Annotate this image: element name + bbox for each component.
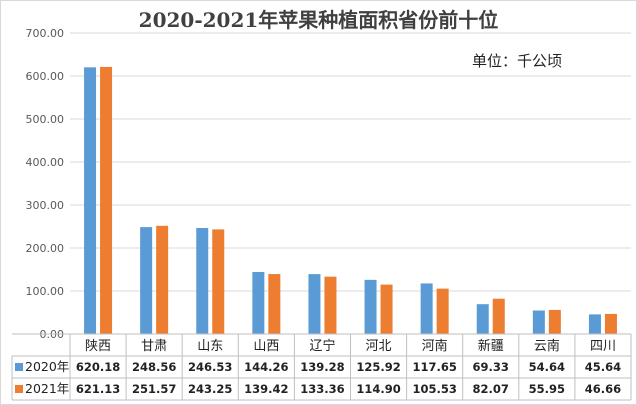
bar: [196, 227, 209, 334]
x-category-label: 陕西: [85, 339, 111, 354]
bar: [532, 310, 545, 334]
x-category-label: 四川: [590, 339, 616, 354]
bar: [252, 271, 265, 334]
bar: [548, 309, 561, 334]
bar: [604, 313, 617, 334]
table-cell-value: 54.64: [529, 360, 565, 374]
table-cell-value: 117.65: [412, 360, 456, 374]
table-cell-value: 55.95: [529, 382, 565, 396]
bar: [212, 229, 225, 334]
table-cell-value: 248.56: [132, 360, 176, 374]
table-cell-value: 620.18: [76, 360, 120, 374]
y-tick-label: 700.00: [26, 27, 65, 40]
table-cell-value: 246.53: [188, 360, 232, 374]
bar: [476, 304, 489, 334]
table-cell-value: 45.64: [585, 360, 621, 374]
x-category-label: 甘肃: [141, 339, 167, 354]
bar: [436, 288, 449, 334]
chart-title: 2020-2021年苹果种植面积省份前十位: [138, 8, 499, 32]
table-cell-value: 621.13: [76, 382, 120, 396]
legend-swatch: [15, 385, 23, 393]
bar: [156, 225, 169, 334]
y-tick-label: 100.00: [26, 285, 65, 298]
x-category-label: 河南: [422, 338, 448, 354]
table-cell-value: 46.66: [585, 382, 621, 396]
bar: [324, 276, 337, 334]
y-tick-label: 400.00: [26, 156, 65, 169]
y-tick-label: 300.00: [26, 199, 65, 212]
bar: [268, 274, 281, 334]
x-category-label: 新疆: [478, 338, 504, 354]
table-cell-value: 251.57: [132, 382, 176, 396]
x-category-label: 山西: [253, 339, 279, 354]
table-cell-value: 105.53: [412, 382, 456, 396]
legend-label: 2021年: [25, 381, 69, 396]
y-tick-label: 600.00: [26, 70, 65, 83]
bar: [588, 314, 601, 334]
bar: [492, 298, 505, 334]
table-cell-value: 144.26: [244, 360, 288, 374]
table-cell-value: 69.33: [473, 360, 509, 374]
y-tick-label: 200.00: [26, 242, 65, 255]
x-category-label: 河北: [366, 339, 392, 354]
table-cell-value: 139.42: [244, 382, 288, 396]
bar: [380, 284, 393, 334]
table-cell-value: 139.28: [300, 360, 344, 374]
bar: [308, 274, 321, 334]
bar: [364, 279, 377, 334]
legend-swatch: [15, 363, 23, 371]
bar: [84, 67, 97, 334]
bar: [420, 283, 433, 334]
unit-label: 单位：千公顷: [472, 52, 563, 70]
table-cell-value: 133.36: [300, 382, 344, 396]
x-category-label: 山东: [197, 339, 223, 354]
table-cell-value: 114.90: [356, 382, 400, 396]
x-category-label: 云南: [534, 338, 560, 354]
table-cell-value: 125.92: [356, 360, 400, 374]
y-tick-label: 500.00: [26, 113, 65, 126]
x-category-label: 辽宁: [309, 338, 335, 354]
bar: [140, 227, 153, 334]
bar: [100, 66, 113, 335]
table-cell-value: 243.25: [188, 382, 232, 396]
legend-label: 2020年: [25, 359, 69, 374]
table-cell-value: 82.07: [473, 382, 509, 396]
